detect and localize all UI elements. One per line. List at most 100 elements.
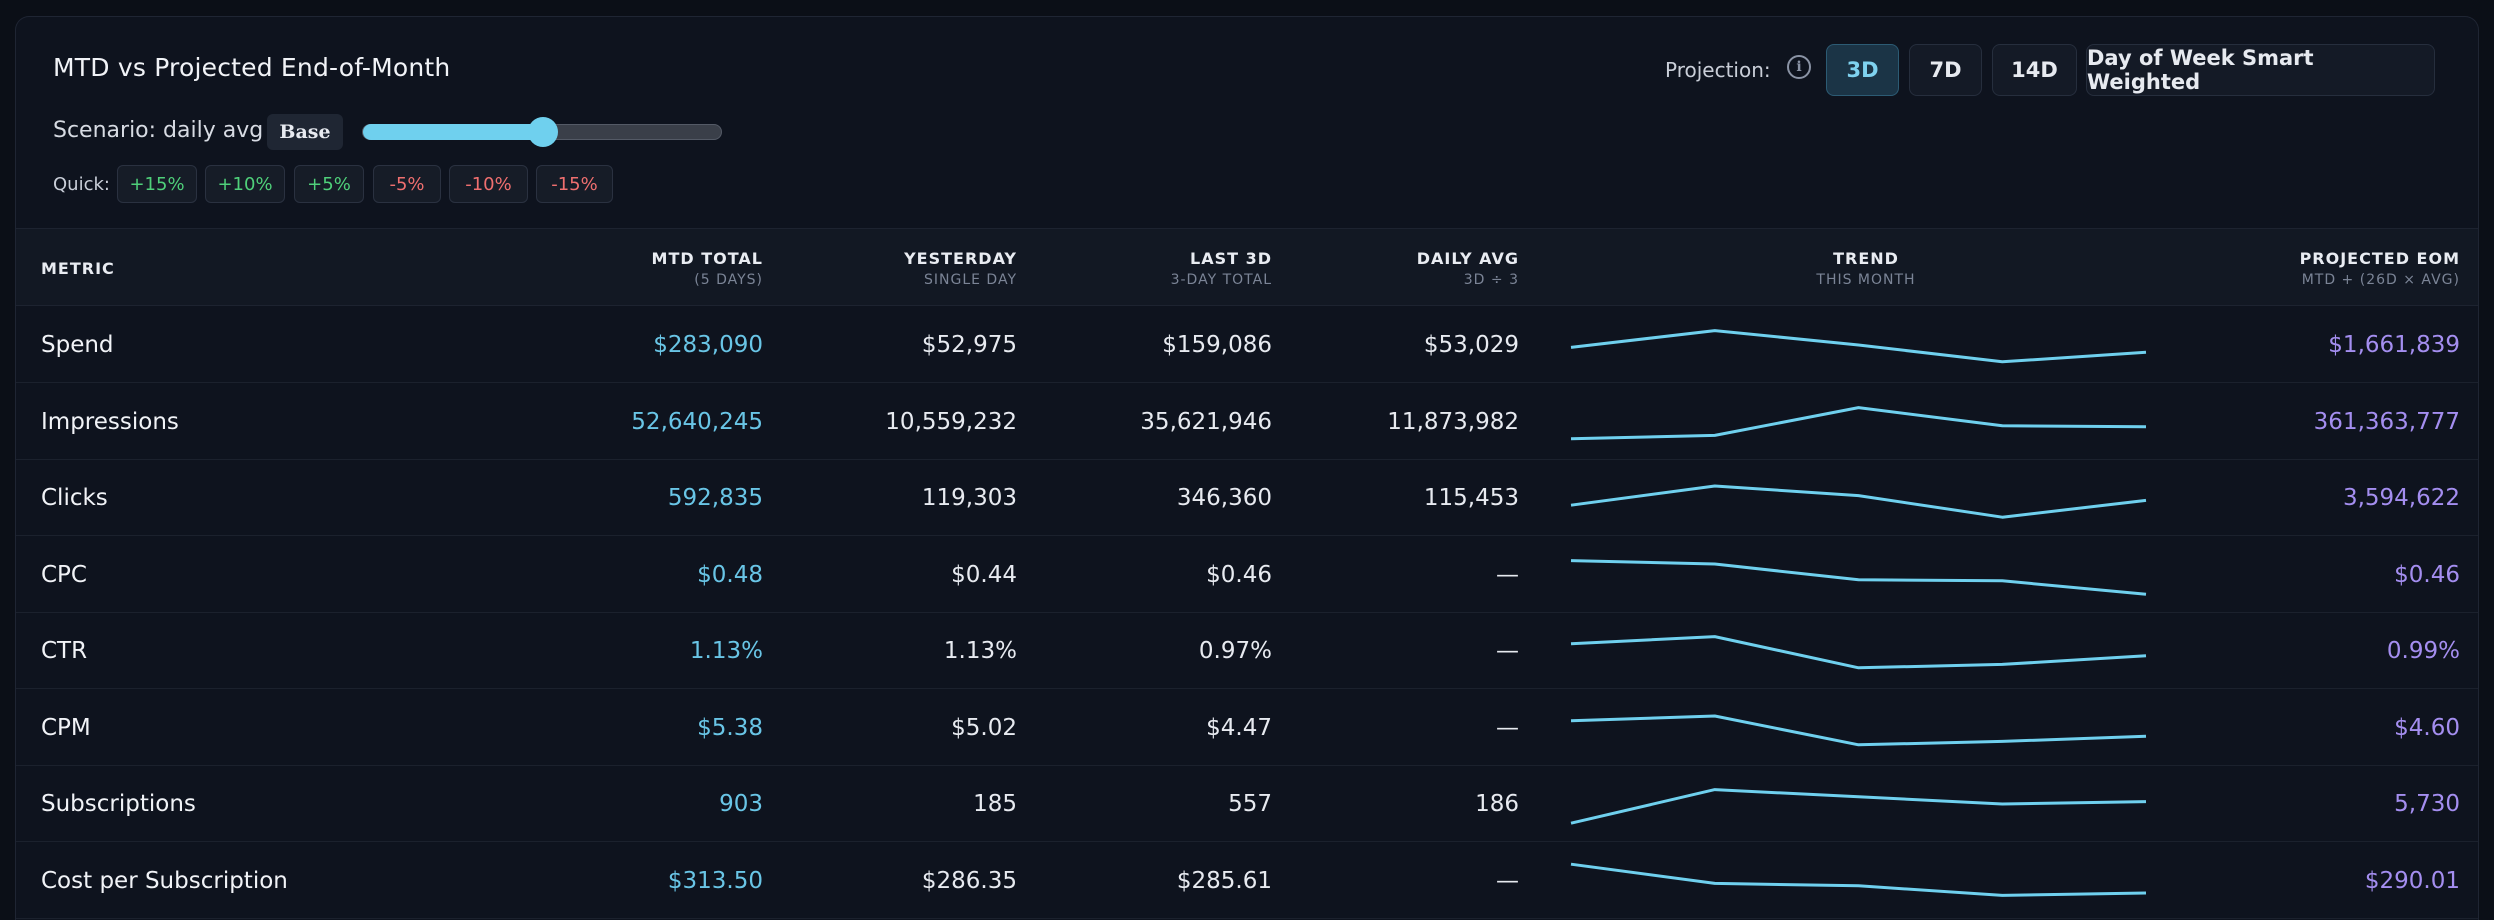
table-row[interactable]: CPM $5.38 $5.02 $4.47 — $4.60 bbox=[16, 690, 2478, 766]
daily-avg-cell: — bbox=[1496, 714, 1519, 741]
projected-eom-cell: $4.60 bbox=[2394, 714, 2460, 741]
table-header: METRIC MTD TOTAL (5 DAYS) YESTERDAY SING… bbox=[16, 228, 2478, 306]
yesterday-cell: 1.13% bbox=[943, 638, 1017, 664]
slider-fill bbox=[363, 124, 543, 140]
mtd-total-cell: $0.48 bbox=[697, 561, 763, 588]
column-header-metric[interactable]: METRIC bbox=[41, 258, 115, 278]
quick-minus5-button[interactable]: -5% bbox=[373, 165, 441, 203]
last-3d-cell: 557 bbox=[1228, 791, 1272, 817]
projected-eom-cell: $290.01 bbox=[2364, 867, 2460, 894]
trend-line bbox=[1570, 714, 2147, 746]
column-header-yesterday[interactable]: YESTERDAY SINGLE DAY bbox=[904, 248, 1017, 288]
mtd-total-cell: 903 bbox=[719, 791, 763, 817]
column-header-trend[interactable]: TREND THIS MONTH bbox=[1816, 248, 1916, 288]
trend-sparkline bbox=[1570, 558, 2147, 596]
daily-avg-cell: — bbox=[1496, 561, 1519, 588]
metric-cell: Impressions bbox=[41, 408, 179, 435]
last-3d-cell: $285.61 bbox=[1176, 867, 1272, 894]
metric-cell: Cost per Subscription bbox=[41, 867, 288, 894]
projected-eom-cell: 361,363,777 bbox=[2313, 408, 2460, 435]
scenario-label: Scenario: daily avg bbox=[53, 118, 264, 143]
last-3d-cell: $159,086 bbox=[1162, 332, 1272, 358]
mtd-total-cell: 52,640,245 bbox=[631, 408, 763, 435]
scenario-slider[interactable] bbox=[362, 117, 722, 147]
daily-avg-cell: — bbox=[1496, 638, 1519, 664]
daily-avg-cell: $53,029 bbox=[1423, 332, 1519, 358]
table-row[interactable]: CPC $0.48 $0.44 $0.46 — $0.46 bbox=[16, 537, 2478, 613]
column-header-daily-avg[interactable]: DAILY AVG 3D ÷ 3 bbox=[1416, 248, 1519, 288]
trend-sparkline bbox=[1570, 862, 2147, 897]
metric-cell: CPM bbox=[41, 714, 91, 741]
projection-14d-button[interactable]: 14D bbox=[1992, 44, 2077, 96]
daily-avg-cell: 115,453 bbox=[1423, 485, 1519, 511]
projected-eom-cell: 3,594,622 bbox=[2342, 485, 2460, 511]
projected-eom-cell: $0.46 bbox=[2394, 561, 2460, 588]
quick-plus15-button[interactable]: +15% bbox=[117, 165, 197, 203]
trend-sparkline bbox=[1570, 484, 2147, 519]
quick-minus10-button[interactable]: -10% bbox=[449, 165, 528, 203]
trend-sparkline bbox=[1570, 329, 2147, 364]
trend-line bbox=[1570, 635, 2147, 670]
info-icon[interactable]: i bbox=[1787, 55, 1811, 79]
metric-cell: Clicks bbox=[41, 485, 108, 511]
trend-line bbox=[1570, 788, 2147, 825]
quick-label: Quick: bbox=[53, 174, 110, 195]
daily-avg-cell: 186 bbox=[1475, 791, 1519, 817]
last-3d-cell: 346,360 bbox=[1176, 485, 1272, 511]
trend-sparkline bbox=[1570, 635, 2147, 670]
quick-plus5-button[interactable]: +5% bbox=[294, 165, 364, 203]
panel-title: MTD vs Projected End-of-Month bbox=[53, 53, 451, 82]
projected-eom-cell: $1,661,839 bbox=[2328, 332, 2460, 358]
trend-sparkline bbox=[1570, 788, 2147, 825]
scenario-base-badge[interactable]: Base bbox=[267, 114, 343, 150]
yesterday-cell: $52,975 bbox=[921, 332, 1017, 358]
daily-avg-cell: — bbox=[1496, 867, 1519, 894]
slider-thumb[interactable] bbox=[528, 117, 558, 147]
quick-minus15-button[interactable]: -15% bbox=[536, 165, 613, 203]
mtd-total-cell: $313.50 bbox=[667, 867, 763, 894]
mtd-total-cell: 592,835 bbox=[667, 485, 763, 511]
trend-line bbox=[1570, 558, 2147, 596]
table-row[interactable]: Spend $283,090 $52,975 $159,086 $53,029 $1,66… bbox=[16, 307, 2478, 383]
projected-eom-cell: 0.99% bbox=[2386, 638, 2460, 664]
mtd-projection-panel: MTD vs Projected End-of-Month Projection… bbox=[15, 16, 2479, 920]
quick-plus10-button[interactable]: +10% bbox=[205, 165, 285, 203]
daily-avg-cell: 11,873,982 bbox=[1387, 408, 1519, 435]
yesterday-cell: $0.44 bbox=[951, 561, 1017, 588]
metric-cell: Spend bbox=[41, 332, 114, 358]
mtd-total-cell: 1.13% bbox=[689, 638, 763, 664]
yesterday-cell: $5.02 bbox=[951, 714, 1017, 741]
table-row[interactable]: Subscriptions 903 185 557 186 5,730 bbox=[16, 766, 2478, 842]
metric-cell: Subscriptions bbox=[41, 791, 196, 817]
last-3d-cell: $0.46 bbox=[1206, 561, 1272, 588]
table-row[interactable]: CTR 1.13% 1.13% 0.97% — 0.99% bbox=[16, 613, 2478, 689]
last-3d-cell: 0.97% bbox=[1198, 638, 1272, 664]
mtd-total-cell: $5.38 bbox=[697, 714, 763, 741]
trend-sparkline bbox=[1570, 714, 2147, 746]
last-3d-cell: $4.47 bbox=[1206, 714, 1272, 741]
yesterday-cell: 10,559,232 bbox=[885, 408, 1017, 435]
metric-cell: CTR bbox=[41, 638, 88, 664]
trend-line bbox=[1570, 329, 2147, 364]
mtd-total-cell: $283,090 bbox=[653, 332, 763, 358]
projection-label: Projection: bbox=[1665, 58, 1771, 82]
projection-7d-button[interactable]: 7D bbox=[1909, 44, 1982, 96]
trend-line bbox=[1570, 862, 2147, 897]
table-row[interactable]: Clicks 592,835 119,303 346,360 115,453 3,594,… bbox=[16, 460, 2478, 536]
table-row[interactable]: Cost per Subscription $313.50 $286.35 $285.… bbox=[16, 843, 2478, 919]
yesterday-cell: 119,303 bbox=[921, 485, 1017, 511]
last-3d-cell: 35,621,946 bbox=[1140, 408, 1272, 435]
trend-line bbox=[1570, 484, 2147, 519]
table-row[interactable]: Impressions 52,640,245 10,559,232 35,621,94… bbox=[16, 384, 2478, 460]
trend-sparkline bbox=[1570, 405, 2147, 440]
yesterday-cell: $286.35 bbox=[921, 867, 1017, 894]
metric-cell: CPC bbox=[41, 561, 87, 588]
projection-day-of-week-button[interactable]: Day of Week Smart Weighted bbox=[2086, 44, 2435, 96]
column-header-projected-eom[interactable]: PROJECTED EOM MTD + (26D × AVG) bbox=[2299, 248, 2460, 288]
projection-3d-button[interactable]: 3D bbox=[1826, 44, 1899, 96]
yesterday-cell: 185 bbox=[973, 791, 1017, 817]
column-header-last-3d[interactable]: LAST 3D 3-DAY TOTAL bbox=[1170, 248, 1272, 288]
trend-line bbox=[1570, 405, 2147, 440]
projected-eom-cell: 5,730 bbox=[2394, 791, 2460, 817]
column-header-mtd-total[interactable]: MTD TOTAL (5 DAYS) bbox=[651, 248, 763, 288]
